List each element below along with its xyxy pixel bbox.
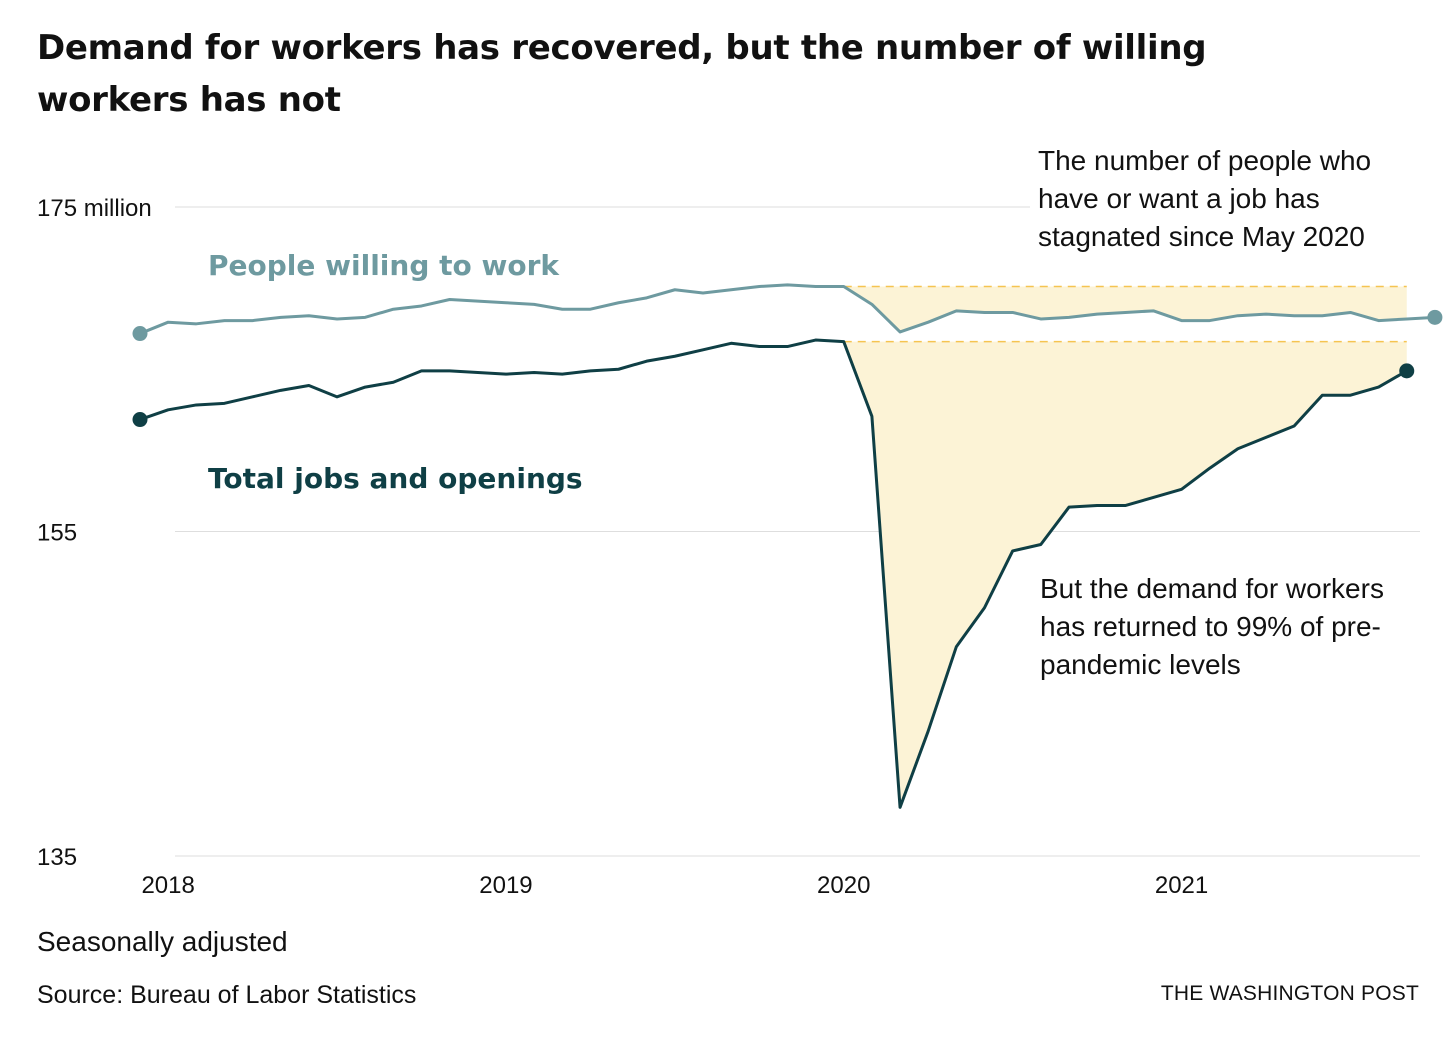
y-tick-label-135: 135	[37, 844, 77, 871]
series-labels: People willing to work Total jobs and ope…	[208, 249, 583, 495]
gap-area-willing	[843, 286, 1407, 332]
y-axis-ticks: 175 million 155 135	[37, 195, 152, 871]
annotation-stagnated: The number of people who have or want a …	[1030, 142, 1436, 256]
series-lines	[138, 283, 1437, 809]
gap-areas	[843, 286, 1407, 808]
footnote: Seasonally adjusted	[37, 926, 288, 957]
series-label-willing: People willing to work	[208, 249, 560, 282]
reference-lines	[843, 285, 1407, 343]
series-line-willing-to-work	[138, 283, 1437, 336]
endpoint-willing-to-work-46	[1427, 309, 1443, 325]
x-axis-ticks: 2018 2019 2020 2021	[141, 872, 1208, 899]
series-label-jobs: Total jobs and openings	[208, 462, 583, 495]
y-tick-label-155: 155	[37, 520, 77, 547]
endpoint-willing-to-work-0	[132, 326, 148, 342]
series-line-jobs-and-openings	[138, 338, 1409, 809]
gap-area-jobs	[843, 341, 1407, 808]
endpoint-jobs-and-openings-45	[1399, 363, 1415, 379]
x-tick-label-2020: 2020	[817, 872, 870, 899]
x-tick-label-2021: 2021	[1155, 872, 1208, 899]
series-endpoints	[132, 309, 1443, 428]
credit-line: THE WASHINGTON POST	[1160, 982, 1419, 1005]
x-tick-label-2018: 2018	[141, 872, 194, 899]
source-line: Source: Bureau of Labor Statistics	[37, 981, 417, 1009]
annotation-demand-recovered: But the demand for workers has returned …	[1040, 570, 1420, 684]
chart-title: Demand for workers has recovered, but th…	[37, 28, 1207, 120]
endpoint-jobs-and-openings-0	[132, 412, 148, 428]
x-tick-label-2019: 2019	[479, 872, 532, 899]
y-tick-label-175: 175 million	[37, 195, 152, 222]
